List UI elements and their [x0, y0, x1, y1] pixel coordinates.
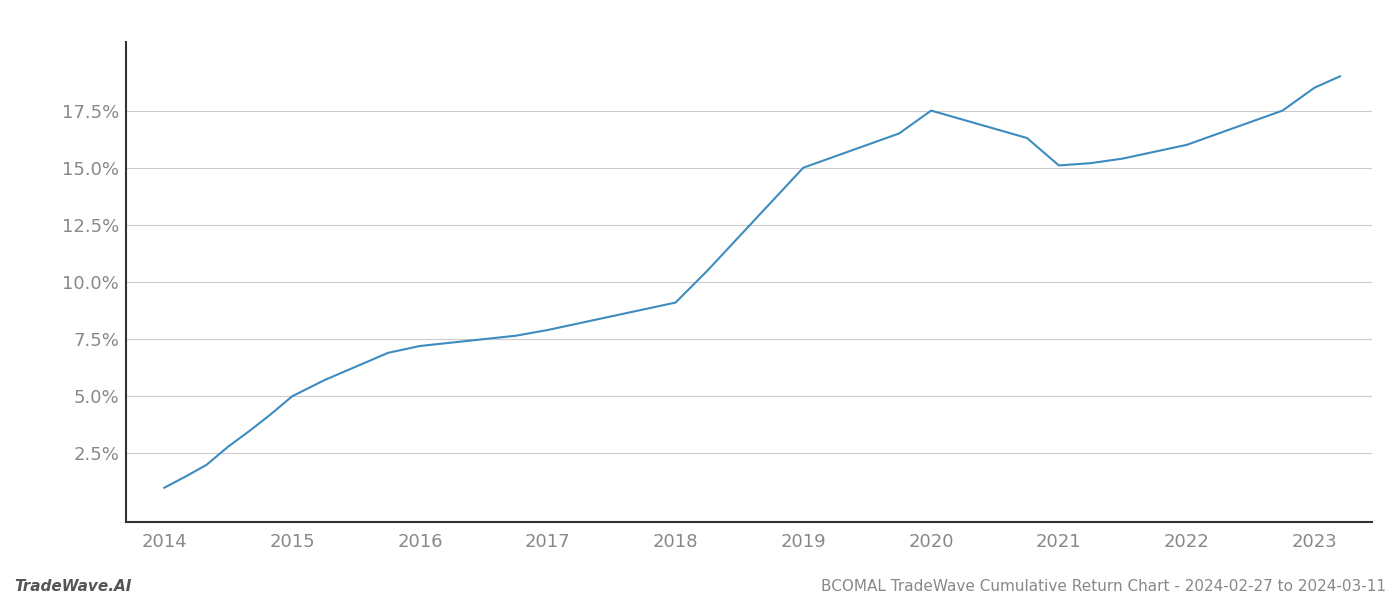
Text: TradeWave.AI: TradeWave.AI [14, 579, 132, 594]
Text: BCOMAL TradeWave Cumulative Return Chart - 2024-02-27 to 2024-03-11: BCOMAL TradeWave Cumulative Return Chart… [820, 579, 1386, 594]
